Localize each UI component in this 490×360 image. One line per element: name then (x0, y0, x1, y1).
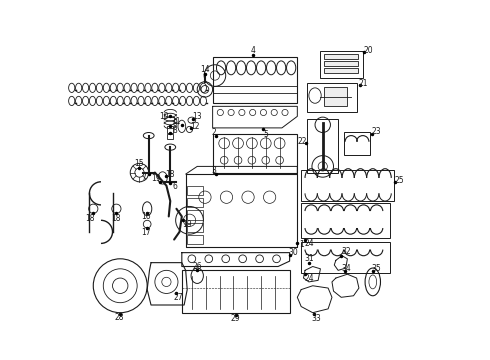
Text: 22: 22 (297, 137, 307, 146)
Text: 21: 21 (359, 79, 368, 88)
Bar (324, 87, 347, 106)
Bar (301, 203, 390, 238)
Text: 17: 17 (141, 228, 150, 237)
Text: 16: 16 (141, 212, 150, 221)
Text: 3: 3 (211, 166, 216, 175)
Bar (213, 57, 297, 103)
Text: 13: 13 (193, 112, 202, 121)
Bar (307, 83, 357, 112)
Text: 12: 12 (190, 122, 199, 131)
Bar (187, 235, 203, 244)
Bar (187, 210, 203, 220)
Bar (320, 51, 363, 78)
Text: 2: 2 (211, 128, 216, 137)
Text: 9: 9 (172, 119, 177, 128)
Text: 19: 19 (151, 174, 161, 183)
Text: 4: 4 (251, 46, 256, 55)
Bar (187, 222, 203, 232)
Text: 35: 35 (372, 264, 382, 273)
Text: 8: 8 (172, 126, 177, 135)
Text: 18: 18 (85, 214, 95, 223)
Text: 26: 26 (193, 262, 202, 271)
Bar (167, 126, 173, 132)
Text: 19: 19 (182, 220, 192, 229)
Bar (324, 68, 358, 73)
Text: 14: 14 (200, 65, 210, 74)
Bar (187, 186, 203, 195)
Text: 25: 25 (394, 176, 404, 185)
Bar (301, 170, 393, 201)
Text: 15: 15 (135, 159, 144, 168)
Bar (182, 270, 290, 313)
Text: 7: 7 (142, 174, 147, 183)
Text: 27: 27 (173, 293, 183, 302)
Text: 33: 33 (312, 314, 321, 323)
Text: 18: 18 (112, 214, 121, 223)
Text: 10: 10 (159, 112, 169, 121)
Text: 31: 31 (304, 254, 314, 263)
Bar (213, 134, 297, 172)
Text: 11: 11 (172, 117, 181, 126)
Bar (187, 198, 203, 207)
Text: 1: 1 (299, 240, 303, 249)
Text: 18: 18 (166, 170, 175, 179)
Text: 29: 29 (231, 314, 241, 323)
Text: 24: 24 (304, 239, 314, 248)
Text: 20: 20 (364, 46, 373, 55)
Text: 6: 6 (172, 182, 177, 191)
Text: 34: 34 (341, 264, 351, 273)
Bar (324, 54, 358, 59)
Text: 30: 30 (289, 248, 298, 257)
Text: 24: 24 (304, 274, 314, 283)
Text: 28: 28 (115, 313, 124, 322)
Bar (167, 134, 173, 139)
Text: 32: 32 (341, 247, 351, 256)
Bar (343, 132, 370, 155)
Text: 23: 23 (371, 127, 381, 136)
Text: 5: 5 (263, 130, 268, 139)
Bar (301, 242, 390, 273)
Bar (307, 119, 338, 172)
Bar (324, 61, 358, 66)
